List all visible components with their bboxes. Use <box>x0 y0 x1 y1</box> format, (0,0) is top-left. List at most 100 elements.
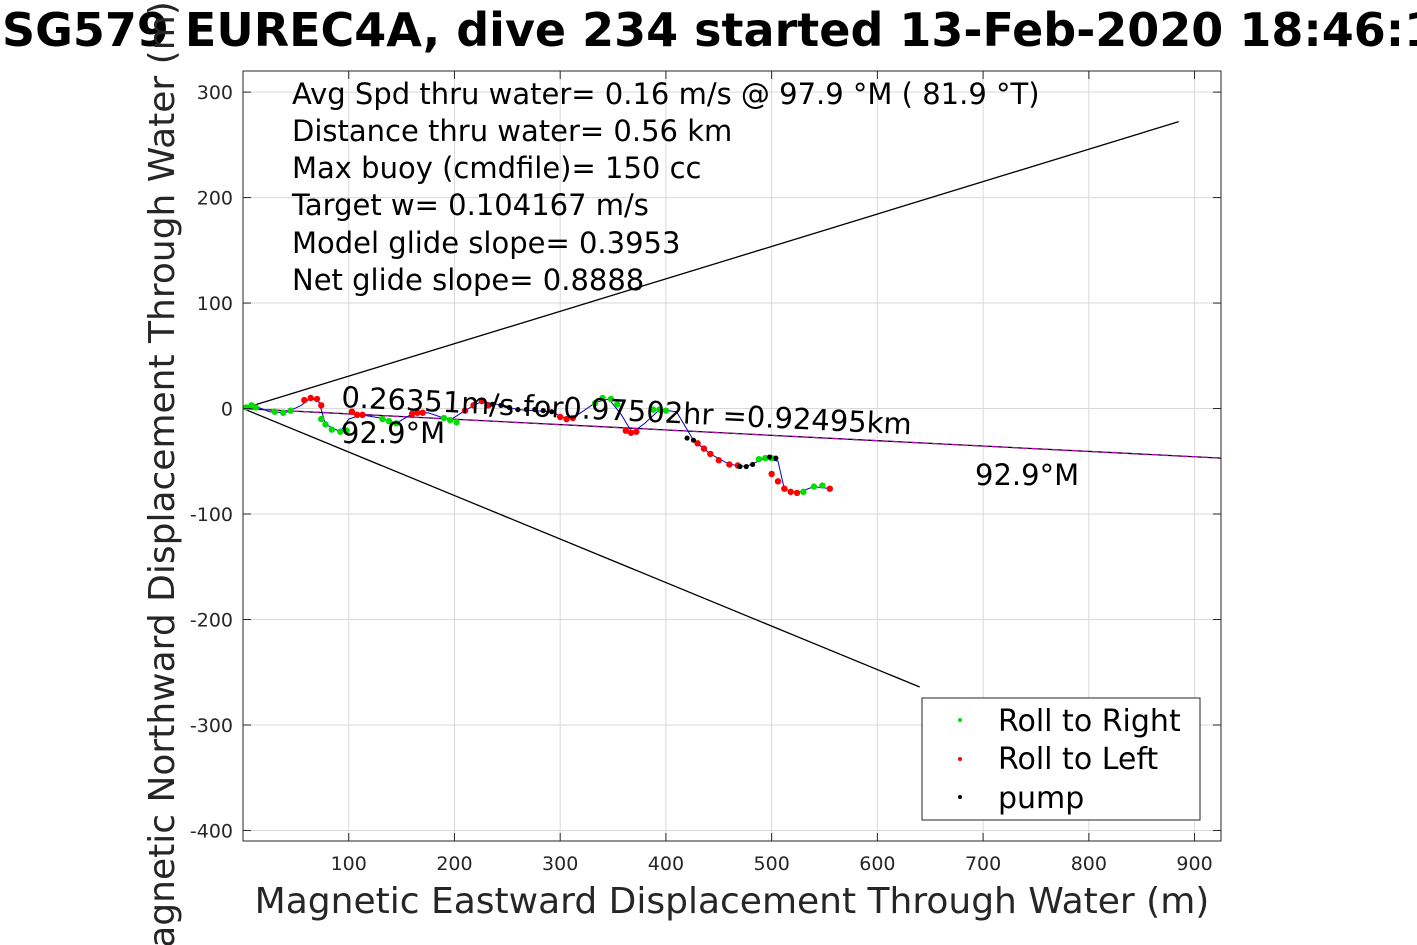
roll-right-point <box>379 415 386 423</box>
roll-right-point <box>328 426 336 433</box>
roll-left-point <box>353 411 361 419</box>
roll-right-point <box>650 406 657 413</box>
x-tick-label: 300 <box>542 853 578 875</box>
y-tick-label: 300 <box>197 82 233 104</box>
roll-left-point <box>408 410 416 418</box>
roll-left-point <box>793 489 801 497</box>
y-tick-label: -400 <box>190 820 233 842</box>
y-axis-title: Magnetic Northward Displacement Through … <box>142 1 183 945</box>
pump-point <box>532 406 538 413</box>
roll-right-point <box>810 483 818 490</box>
pump-point <box>690 437 697 443</box>
roll-left-point <box>414 409 421 416</box>
stat-target-w: Target w= 0.104167 m/s <box>291 188 649 222</box>
stat-model-glide-slope: Model glide slope= 0.3953 <box>292 226 680 260</box>
envelope-lines <box>242 121 1222 688</box>
pump-point <box>743 463 749 470</box>
x-tick-label: 700 <box>965 853 1001 875</box>
stat-max-buoy: Max buoy (cmdfile)= 150 cc <box>292 151 701 185</box>
chart-title: SG579 EUREC4A, dive 234 started 13-Feb-2… <box>2 3 1417 57</box>
pump-point <box>540 408 546 414</box>
roll-left-point <box>419 409 426 416</box>
pump-point <box>750 461 756 468</box>
pump-point <box>684 435 690 441</box>
pump-point <box>523 406 529 413</box>
x-axis-title: Magnetic Eastward Displacement Through W… <box>255 881 1210 922</box>
roll-right-point <box>607 395 615 403</box>
legend-label-roll-left: Roll to Left <box>998 742 1158 777</box>
roll-left-point <box>485 402 492 409</box>
roll-right-point <box>393 420 400 427</box>
roll-right-point <box>662 407 670 414</box>
x-tick-label: 800 <box>1071 853 1107 875</box>
roll-right-point <box>591 400 599 407</box>
pump-point <box>489 401 496 407</box>
roll-left-point <box>633 428 640 435</box>
pump-point <box>515 406 521 413</box>
x-tick-label: 600 <box>859 853 895 875</box>
grid <box>243 71 1221 841</box>
heading-annotation-near: 92.9°M <box>341 416 445 450</box>
x-tick-label: 400 <box>648 853 684 875</box>
roll-left-point <box>787 488 794 496</box>
roll-right-point <box>440 414 448 422</box>
roll-right-point <box>614 401 621 408</box>
lower-envelope-line <box>242 407 920 688</box>
roll-right-point <box>755 455 763 463</box>
roll-left-point <box>313 395 321 403</box>
roll-left-point <box>781 485 788 492</box>
upper-envelope-line <box>242 121 1179 410</box>
roll-right-point <box>318 415 325 423</box>
legend-marker-pump <box>958 795 962 799</box>
y-tick-label: -200 <box>190 609 233 631</box>
roll-left-point <box>715 457 722 464</box>
y-tick-label: 100 <box>197 293 233 315</box>
roll-left-point <box>301 396 308 404</box>
stat-net-glide-slope: Net glide slope= 0.8888 <box>292 263 644 297</box>
pump-point <box>737 463 743 470</box>
roll-left-point <box>707 450 714 458</box>
y-tick-label: -300 <box>190 715 233 737</box>
roll-right-point <box>242 404 250 411</box>
x-tick-label: 900 <box>1176 853 1212 875</box>
pump-point <box>549 409 555 415</box>
heading-line <box>242 407 1222 459</box>
data-marks <box>242 394 833 497</box>
roll-right-point <box>819 482 826 489</box>
legend-box <box>921 697 1201 821</box>
roll-right-point <box>271 408 278 415</box>
legend-label-pump: pump <box>998 781 1084 816</box>
roll-right-point <box>337 428 344 435</box>
heading-annotation-far: 92.9°M <box>975 458 1079 492</box>
y-tick-label: -100 <box>190 504 233 526</box>
roll-left-point <box>461 407 469 414</box>
roll-right-point <box>322 421 329 428</box>
pump-point <box>773 455 779 461</box>
roll-left-point <box>826 485 833 492</box>
axis-ticks: 100 200 300 400 500 600 700 800 900 300 200 100 0 -10… <box>190 71 1221 875</box>
pump-point <box>506 404 513 411</box>
roll-right-point <box>599 394 606 402</box>
roll-left-point <box>318 402 325 409</box>
roll-right-point <box>762 454 769 462</box>
roll-right-point <box>343 427 350 434</box>
plot-area-border <box>242 70 1222 842</box>
pump-point <box>766 454 773 460</box>
roll-right-point <box>453 419 460 426</box>
stat-avg-speed: Avg Spd thru water= 0.16 m/s @ 97.9 °M (… <box>292 77 1040 111</box>
roll-left-point <box>726 461 733 468</box>
roll-left-point <box>470 402 477 409</box>
roll-left-point <box>774 478 782 485</box>
legend-marker-roll-left <box>958 757 962 761</box>
stat-distance: Distance thru water= 0.56 km <box>292 114 732 148</box>
roll-right-point <box>252 404 259 411</box>
roll-left-point <box>627 429 635 436</box>
legend-label-roll-right: Roll to Right <box>998 704 1181 739</box>
y-tick-label: 0 <box>221 399 233 421</box>
roll-left-point <box>569 414 577 422</box>
x-tick-label: 200 <box>436 853 472 875</box>
roll-right-point <box>385 417 393 425</box>
roll-right-point <box>447 416 454 424</box>
roll-left-point <box>478 397 486 405</box>
